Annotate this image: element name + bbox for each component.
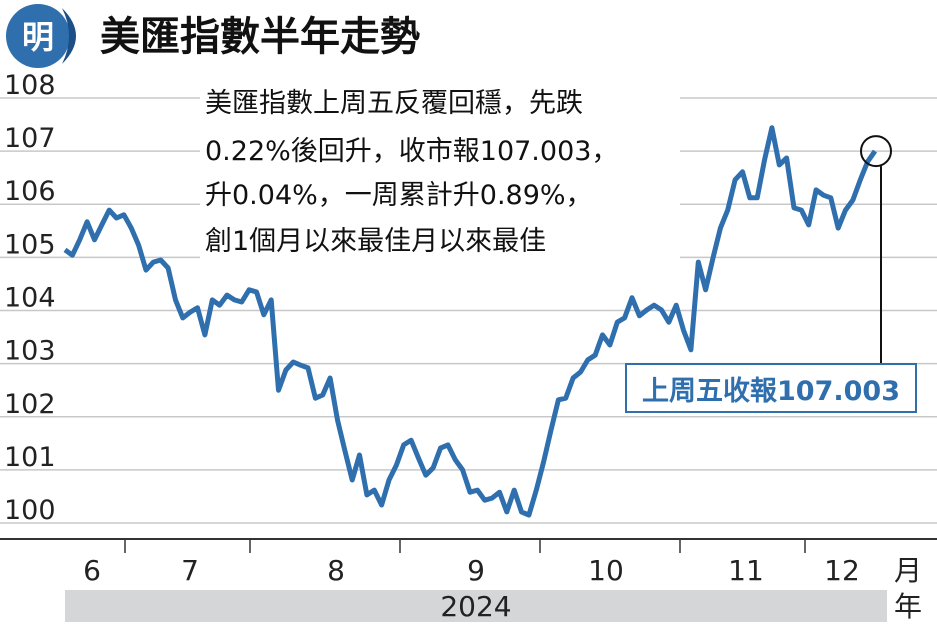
y-tick-label: 103 xyxy=(4,336,56,367)
annotation-line: 升0.04%，一周累計升0.89%， xyxy=(205,180,593,211)
x-tick-label: 11 xyxy=(728,554,764,587)
y-tick-label: 100 xyxy=(4,495,56,526)
x-tick-label: 6 xyxy=(83,554,101,587)
year-label: 2024 xyxy=(440,590,511,623)
y-tick-label: 108 xyxy=(4,70,56,101)
plot: 100 101 102 103 104 105 106 107 108 6 7 8 9 10 11 12 xyxy=(0,70,937,587)
annotation-line: 美匯指數上周五反覆回穩，先跌 xyxy=(205,88,583,119)
x-tick-label: 10 xyxy=(588,554,624,587)
y-tick-label: 106 xyxy=(4,176,56,207)
y-tick-label: 104 xyxy=(4,283,56,314)
year-unit: 年 xyxy=(894,590,922,623)
annotation-line: 0.22%後回升，收市報107.003， xyxy=(205,136,618,167)
logo-text: 明 xyxy=(22,18,54,56)
x-tick-label: 9 xyxy=(467,554,485,587)
y-tick-label: 105 xyxy=(4,229,56,260)
x-unit: 月 xyxy=(894,554,922,587)
x-tick-label: 8 xyxy=(327,554,345,587)
last-point-ring xyxy=(860,135,892,168)
annotation-line: 創1個月以來最佳月以來最佳 xyxy=(205,226,546,257)
logo-circle xyxy=(6,4,70,68)
y-tick-label: 107 xyxy=(4,123,56,154)
x-tick-label: 7 xyxy=(181,554,199,587)
logo: 明 xyxy=(6,4,76,68)
callout-box xyxy=(625,363,917,413)
data-line xyxy=(63,125,878,518)
callout-text: 上周五收報107.003 xyxy=(642,376,900,407)
y-tick-label: 102 xyxy=(4,389,56,420)
chart-title: 美匯指數半年走勢 xyxy=(100,14,420,60)
y-tick-label: 101 xyxy=(4,442,56,473)
annotation-bg xyxy=(200,80,680,265)
x-tick-label: 12 xyxy=(824,554,860,587)
year-band xyxy=(65,590,887,622)
logo-swoosh xyxy=(62,8,76,64)
